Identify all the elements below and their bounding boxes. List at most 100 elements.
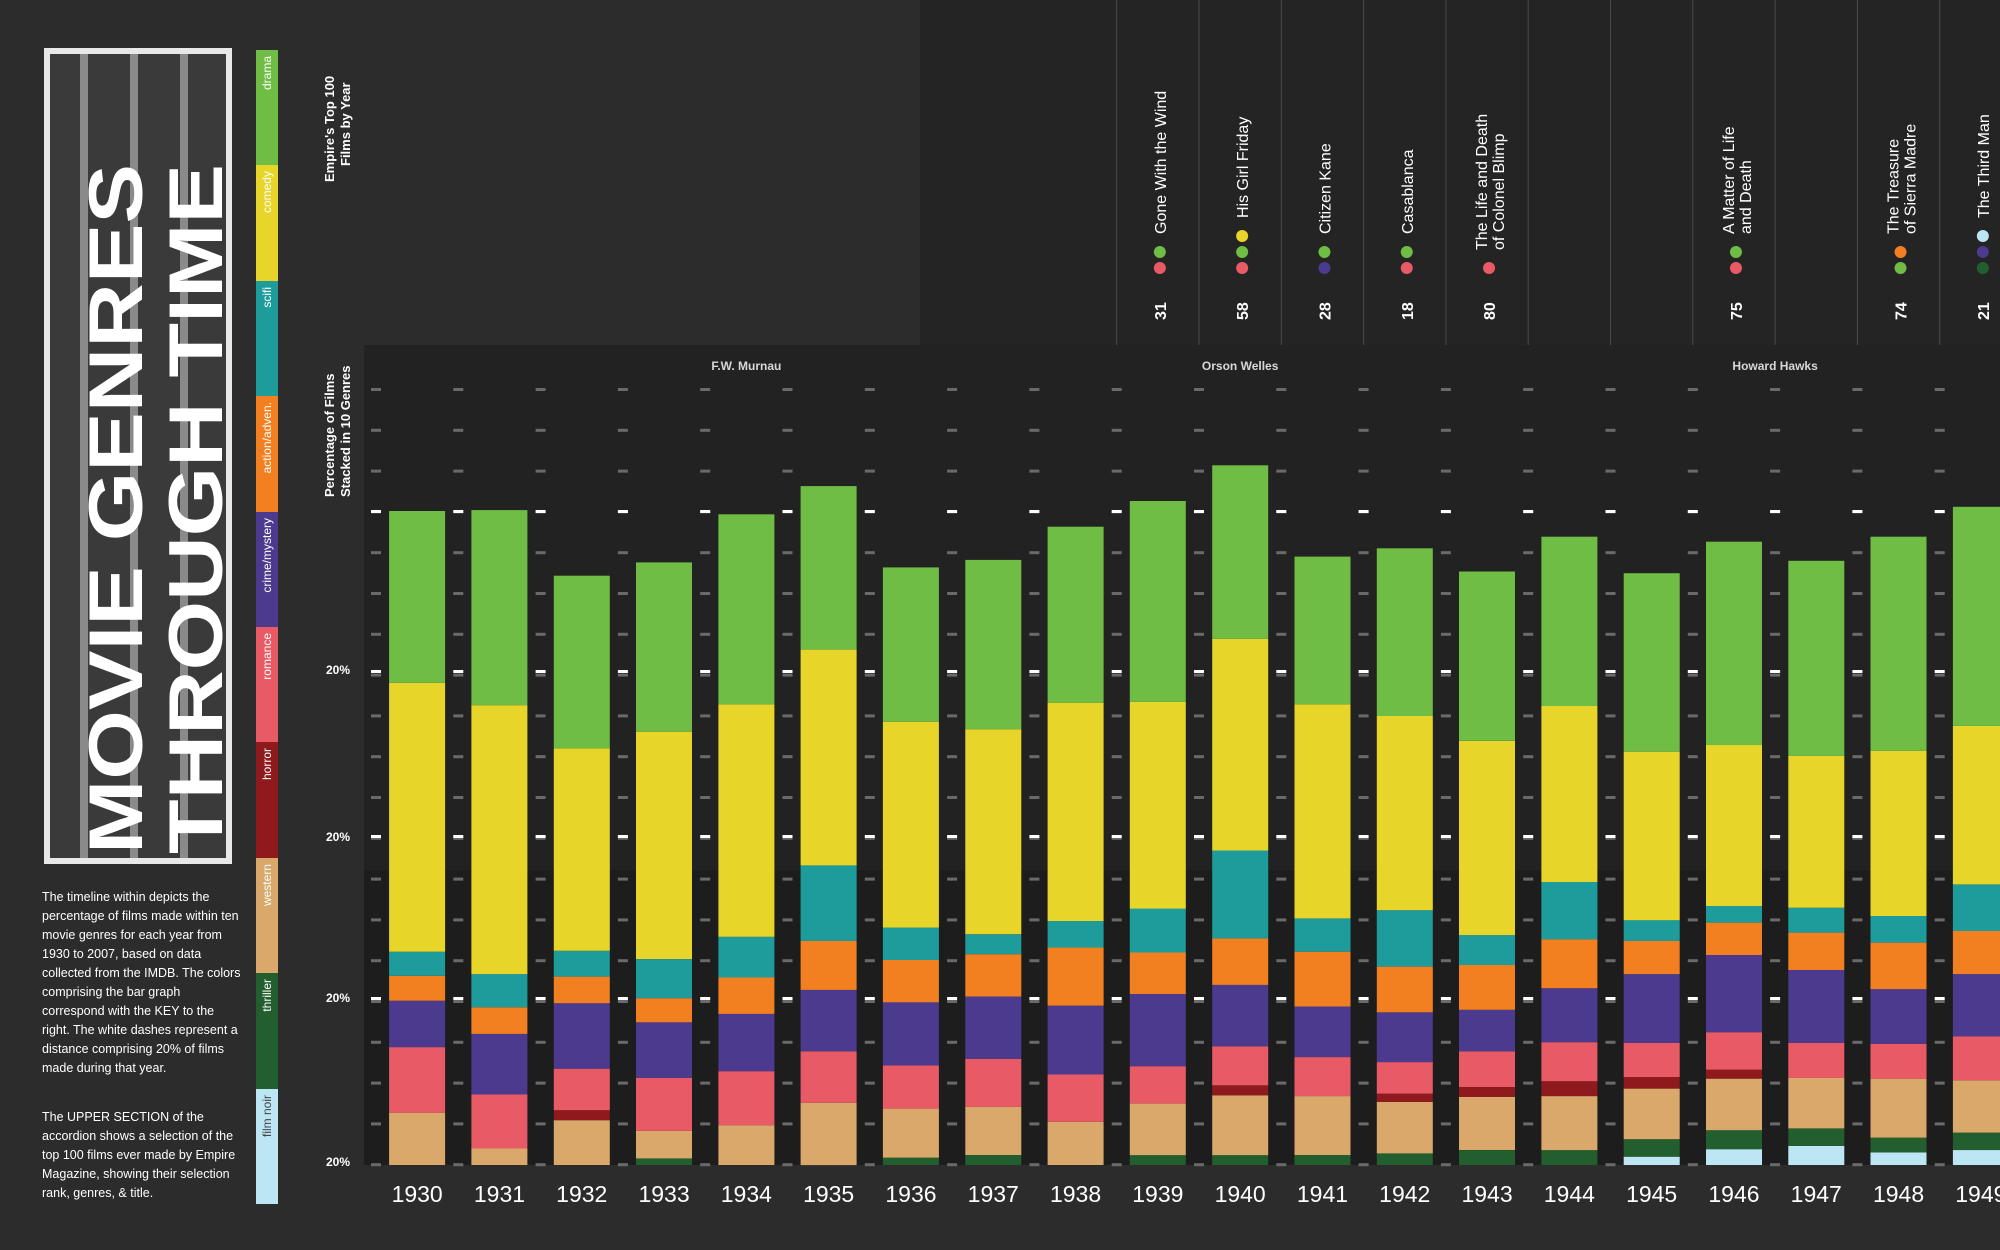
film-rank: 74: [1894, 302, 1911, 320]
dash-mark: [1852, 1122, 1863, 1126]
dash-mark: [1440, 388, 1451, 391]
dash-mark: [617, 469, 628, 473]
dash-mark: [453, 918, 464, 922]
twenty-percent-dash: [700, 670, 711, 673]
x-tick-1939: 1939: [1132, 1181, 1183, 1207]
bar-1939-action-adven: [1129, 952, 1186, 994]
dash-mark: [1687, 1040, 1698, 1044]
dash-mark: [782, 1163, 793, 1167]
twenty-percent-dash: [782, 670, 793, 673]
dash-mark: [947, 1081, 958, 1085]
dash-mark: [700, 428, 711, 432]
bar-1940-comedy: [1212, 638, 1269, 851]
bar-1938-scifi: [1047, 921, 1104, 948]
bar-1949-western: [1952, 1080, 2000, 1133]
dash-mark: [1770, 714, 1781, 718]
dash-mark: [782, 1040, 793, 1044]
dash-mark: [371, 1122, 381, 1126]
dash-mark: [700, 1122, 711, 1126]
bar-1941-thriller: [1294, 1155, 1351, 1165]
dash-mark: [1440, 1000, 1451, 1003]
dash-mark: [1194, 959, 1204, 963]
director-label-orson-welles: Orson Welles: [1202, 359, 1279, 373]
bar-1934-crime-mystery: [718, 1013, 775, 1072]
dash-mark: [864, 1000, 875, 1003]
chart-axis-label: Percentage of FilmsStacked in 10 Genres: [322, 365, 353, 497]
upper-section-bg: [920, 0, 2000, 345]
dash-mark: [535, 388, 546, 391]
bar-1949-comedy: [1952, 725, 2000, 885]
bar-1932-crime-mystery: [553, 1003, 610, 1069]
twenty-percent-dash: [1440, 997, 1451, 1000]
film-title: Citizen Kane: [1317, 143, 1334, 234]
bar-1940-thriller: [1212, 1155, 1269, 1165]
twenty-percent-dash: [617, 835, 628, 838]
dash-mark: [1276, 673, 1287, 677]
dash-mark: [1770, 428, 1781, 432]
dash-mark: [1605, 796, 1616, 799]
dash-mark: [535, 755, 546, 759]
bar-1947-western: [1788, 1077, 1845, 1129]
dash-mark: [1440, 877, 1451, 881]
dash-mark: [1687, 959, 1698, 963]
dash-mark: [1029, 1040, 1040, 1044]
dash-mark: [1111, 796, 1122, 799]
dash-mark: [1358, 551, 1369, 555]
bar-1949-film-noir: [1952, 1150, 2000, 1165]
twenty-percent-dash: [947, 670, 958, 673]
bar-1939-drama: [1129, 501, 1186, 702]
bar-1941-scifi: [1294, 918, 1351, 952]
twenty-percent-dash: [1934, 997, 1945, 1000]
dash-mark: [1770, 1000, 1781, 1003]
film-title: The Treasureof Sierra Madre: [1886, 124, 1920, 234]
title-stripe: [130, 54, 138, 858]
bar-1948-scifi: [1870, 916, 1927, 943]
dash-mark: [1111, 388, 1122, 391]
twenty-percent-dash: [782, 997, 793, 1000]
twenty-percent-dash: [700, 835, 711, 838]
dash-mark: [1852, 428, 1863, 432]
twenty-percent-dash: [1770, 835, 1781, 838]
key-action-adven: action/adven.: [256, 396, 278, 513]
twenty-percent-dash: [1523, 997, 1534, 1000]
dash-mark: [864, 632, 875, 636]
bar-1947-crime-mystery: [1788, 970, 1845, 1043]
dash-mark: [1276, 469, 1287, 473]
dash-mark: [1276, 918, 1287, 922]
bar-1945-comedy: [1623, 751, 1680, 921]
bar-1941-western: [1294, 1096, 1351, 1155]
upper-gridlines: [1116, 0, 1941, 345]
bar-1934-drama: [718, 514, 775, 705]
dash-mark: [1029, 1081, 1040, 1085]
bar-1942-horror: [1376, 1093, 1433, 1102]
bar-1945-horror: [1623, 1077, 1680, 1089]
film-title-line: of Sierra Madre: [1903, 124, 1920, 234]
dash-mark: [1770, 959, 1781, 963]
dash-mark: [1605, 1163, 1616, 1167]
x-tick-1937: 1937: [968, 1181, 1019, 1207]
dash-mark: [1605, 428, 1616, 432]
film-rank: 58: [1235, 302, 1252, 320]
twenty-percent-dash: [864, 997, 875, 1000]
dash-mark: [947, 755, 958, 759]
dash-mark: [864, 836, 875, 840]
dash-mark: [1934, 877, 1945, 881]
bar-1945-scifi: [1623, 920, 1680, 941]
dash-mark: [1605, 551, 1616, 555]
dash-mark: [453, 428, 464, 432]
dash-mark: [1029, 551, 1040, 555]
twenty-percent-dash: [1276, 835, 1287, 838]
dash-mark: [864, 592, 875, 595]
dash-mark: [1029, 836, 1040, 840]
twenty-percent-dash: [1934, 510, 1945, 513]
dash-mark: [1605, 1122, 1616, 1126]
twenty-percent-dash: [1770, 997, 1781, 1000]
bar-1934-scifi: [718, 936, 775, 978]
dash-mark: [1852, 1000, 1863, 1003]
twenty-percent-dashes: [371, 388, 1945, 1167]
twenty-percent-dash: [864, 835, 875, 838]
dash-mark: [1440, 836, 1451, 840]
dash-mark: [617, 551, 628, 555]
dash-mark: [864, 959, 875, 963]
dash-mark: [535, 1000, 546, 1003]
